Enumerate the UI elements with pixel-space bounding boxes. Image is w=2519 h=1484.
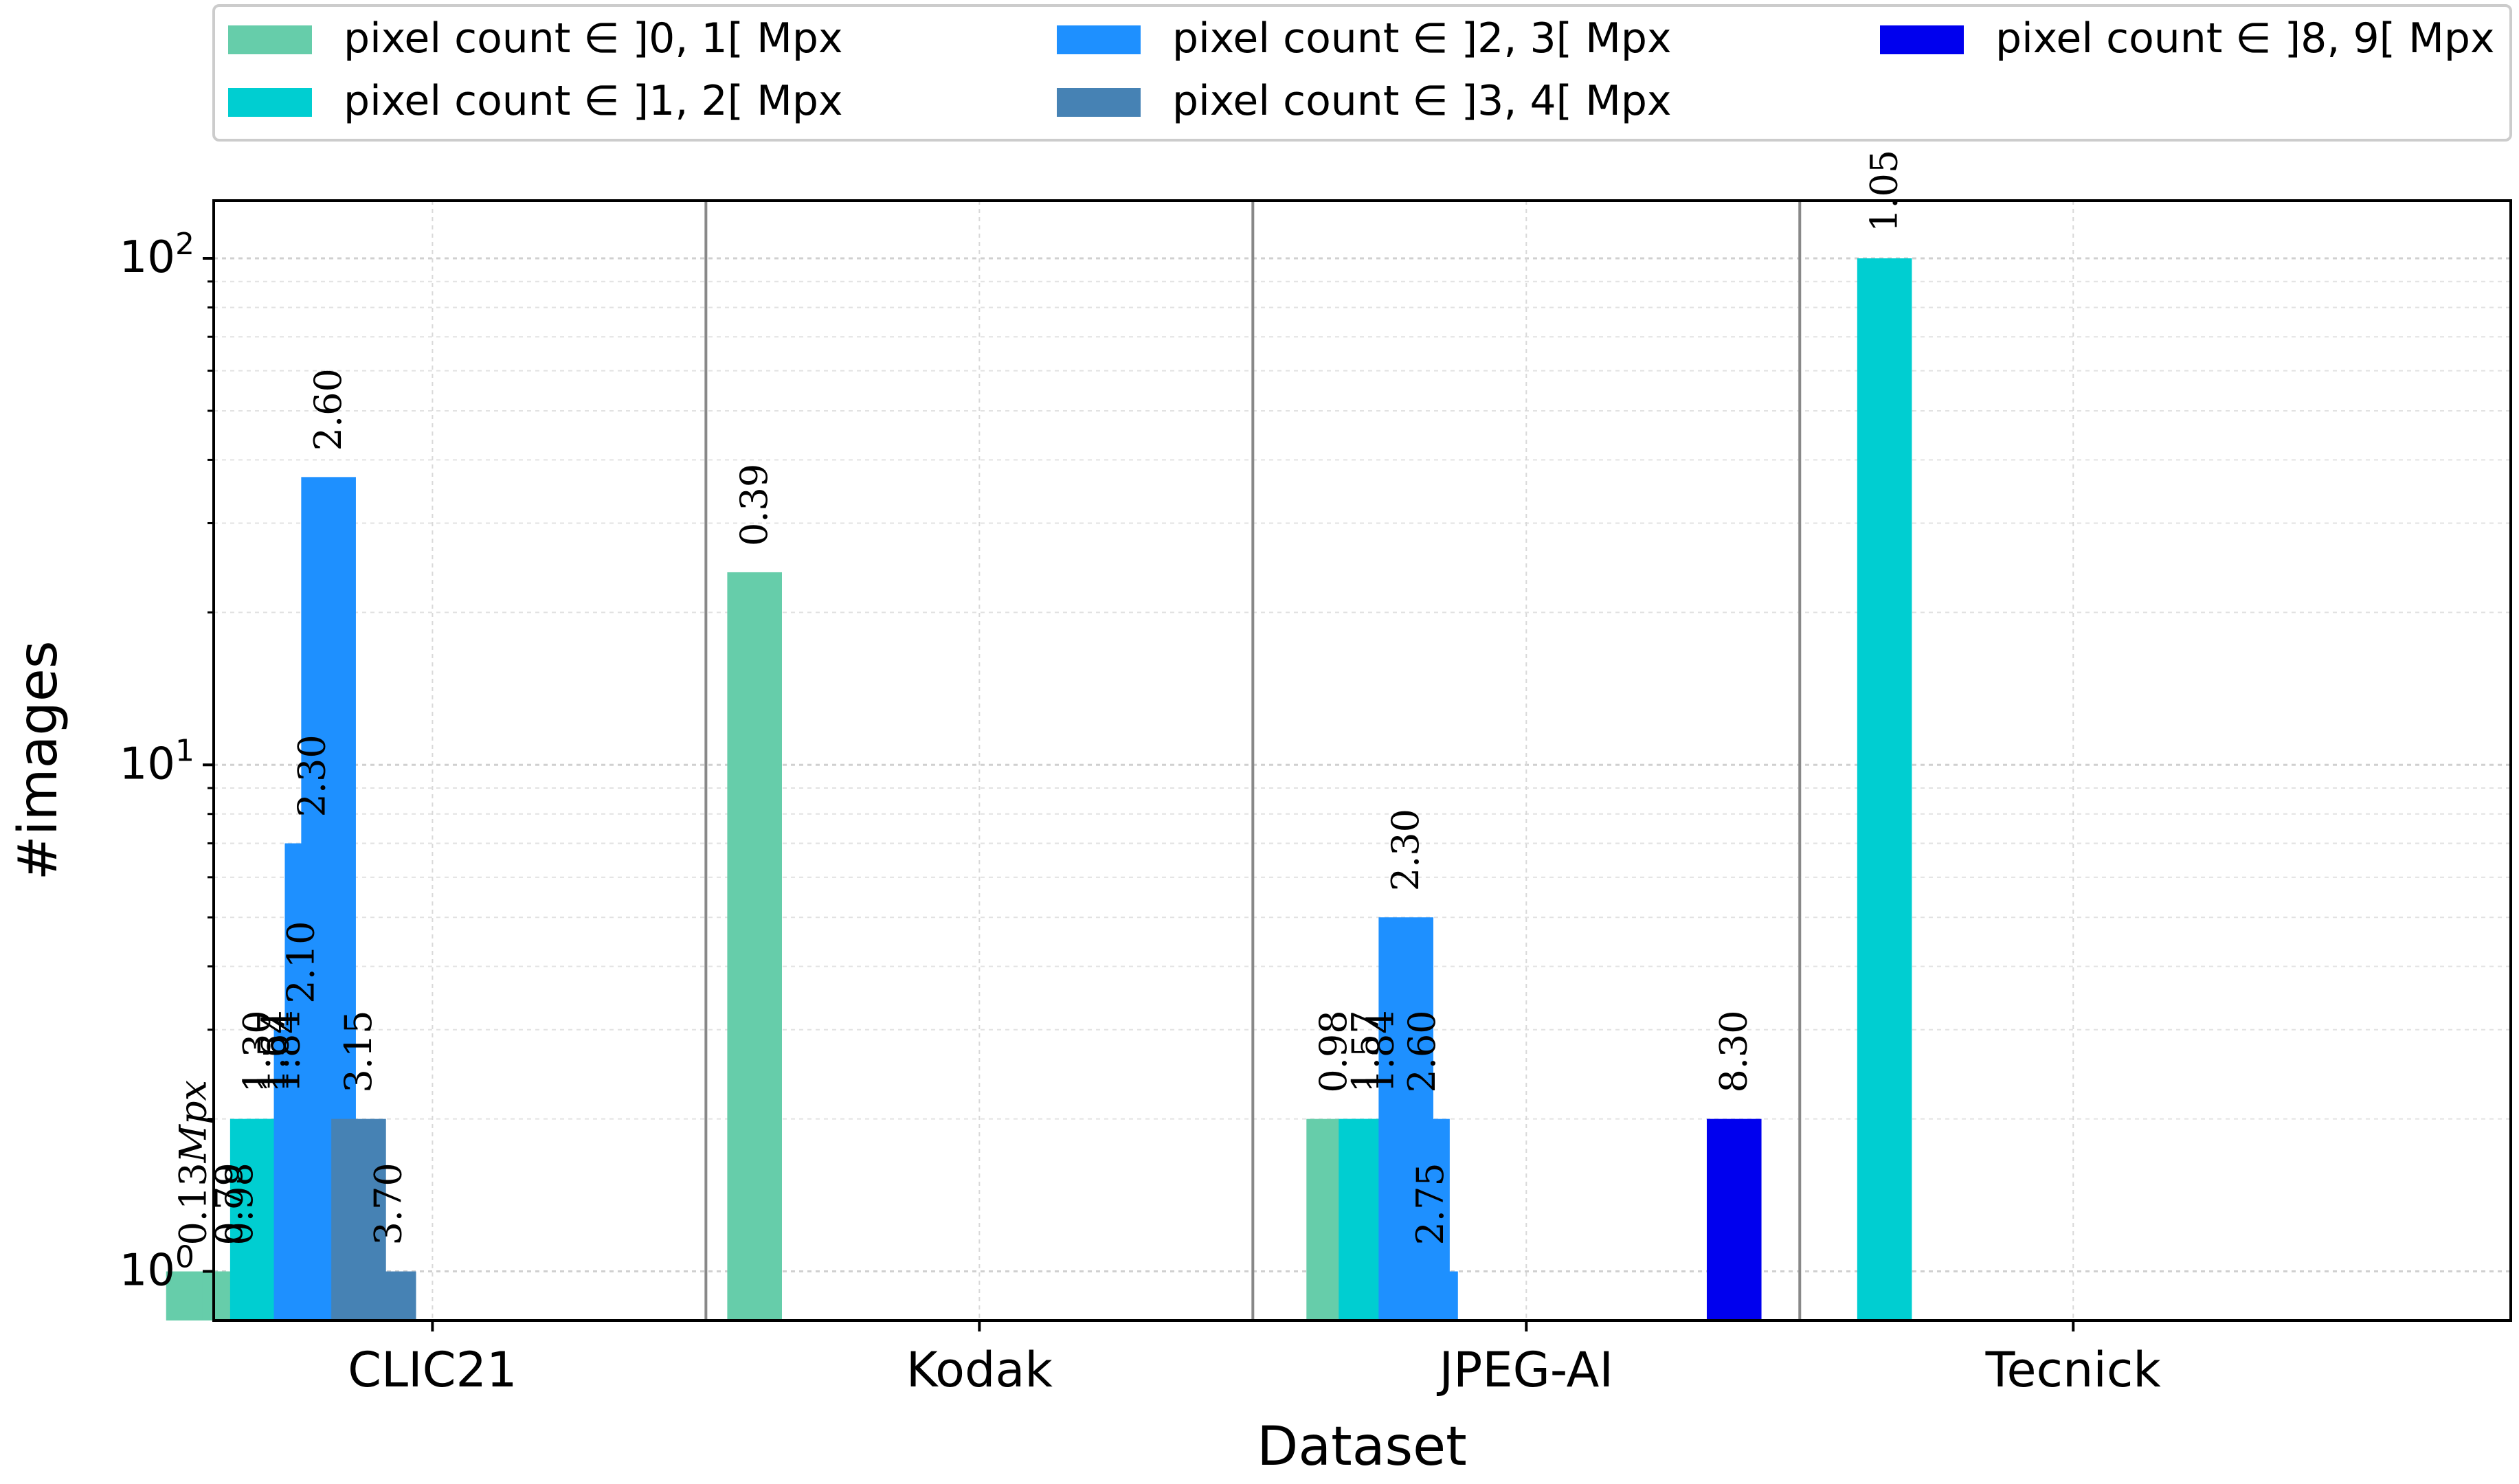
bar-value-label: 3.15 bbox=[337, 1010, 380, 1092]
y-axis-label: #images bbox=[8, 641, 69, 881]
bar-value-label: 1.30 bbox=[236, 1010, 279, 1092]
legend-swatch-bin-0 bbox=[228, 25, 312, 54]
x-tick-label-jpeg-ai: JPEG-AI bbox=[1436, 1342, 1613, 1398]
legend-label-bin-3: pixel count ∈ ]3, 4[ Mpx bbox=[1172, 77, 1672, 125]
bars bbox=[166, 258, 1912, 1321]
legend-swatch-bin-1 bbox=[228, 88, 312, 117]
x-axis-label: Dataset bbox=[1257, 1416, 1466, 1478]
bar-value-label: 1.57 bbox=[1344, 1010, 1387, 1092]
bar-value-label: 0.98 bbox=[218, 1162, 261, 1245]
legend-label-bin-1: pixel count ∈ ]1, 2[ Mpx bbox=[344, 77, 843, 125]
bar-value-label: 2.60 bbox=[1400, 1010, 1444, 1092]
bar-value-label: 0.98 bbox=[1312, 1010, 1355, 1092]
legend-label-bin-2: pixel count ∈ ]2, 3[ Mpx bbox=[1172, 14, 1672, 63]
bar-value-label: 2.10 bbox=[279, 921, 322, 1004]
y-axis-ticks: 100 101 102 bbox=[120, 227, 214, 1296]
bar-value-label: 1.84 bbox=[265, 1010, 309, 1092]
legend-label-bin-4: pixel count ∈ ]8, 9[ Mpx bbox=[1995, 14, 2495, 63]
bar-jpeg-ai-8-30 bbox=[1706, 1118, 1762, 1320]
bar-value-label: 2.30 bbox=[290, 734, 333, 817]
bar-value-label: 2.60 bbox=[306, 368, 350, 451]
legend-swatch-bin-2 bbox=[1057, 25, 1141, 54]
legend-swatch-bin-4 bbox=[1880, 25, 1964, 54]
bar-labels: 0.13Mpx0.790.981.301.571.641.842.102.302… bbox=[172, 150, 1906, 1246]
bar-value-label: 2.30 bbox=[1384, 809, 1427, 891]
bar-tecnick-1-05 bbox=[1857, 258, 1912, 1321]
x-tick-label-clic21: CLIC21 bbox=[348, 1342, 517, 1398]
dataset-separators bbox=[704, 201, 1802, 1320]
y-tick-label: 100 bbox=[120, 1240, 194, 1296]
plot-frame bbox=[212, 199, 2512, 1322]
bar-value-label: 3.70 bbox=[367, 1162, 410, 1245]
bar-value-label: 0.39 bbox=[732, 464, 776, 546]
bar-value-label: 1.64 bbox=[254, 1010, 298, 1092]
legend-swatch-bin-3 bbox=[1057, 88, 1141, 117]
x-tick-label-tecnick: Tecnick bbox=[1985, 1342, 2162, 1398]
y-tick-label: 102 bbox=[120, 227, 194, 283]
x-tick-label-kodak: Kodak bbox=[906, 1342, 1053, 1398]
bar-value-label: 1.84 bbox=[1359, 1010, 1402, 1092]
legend: pixel count ∈ ]0, 1[ Mpx pixel count ∈ ]… bbox=[212, 4, 2512, 142]
bar-value-label: 1.57 bbox=[250, 1010, 293, 1092]
bar-clic21-3-70 bbox=[361, 1271, 416, 1320]
bar-jpeg-ai-2-75 bbox=[1403, 1271, 1458, 1320]
legend-label-bin-0: pixel count ∈ ]0, 1[ Mpx bbox=[344, 14, 843, 63]
bar-value-label: 0.13Mpx bbox=[172, 1080, 215, 1246]
grid bbox=[214, 201, 2511, 1320]
bar-value-label: 1.05 bbox=[1863, 150, 1906, 232]
bar-value-label: 2.75 bbox=[1409, 1162, 1452, 1245]
x-axis-ticks: CLIC21 Kodak JPEG-AI Tecnick bbox=[348, 1320, 2161, 1398]
bar-value-label: 8.30 bbox=[1712, 1010, 1756, 1092]
bar-kodak-0-39 bbox=[727, 572, 782, 1321]
y-tick-label: 101 bbox=[120, 733, 194, 789]
